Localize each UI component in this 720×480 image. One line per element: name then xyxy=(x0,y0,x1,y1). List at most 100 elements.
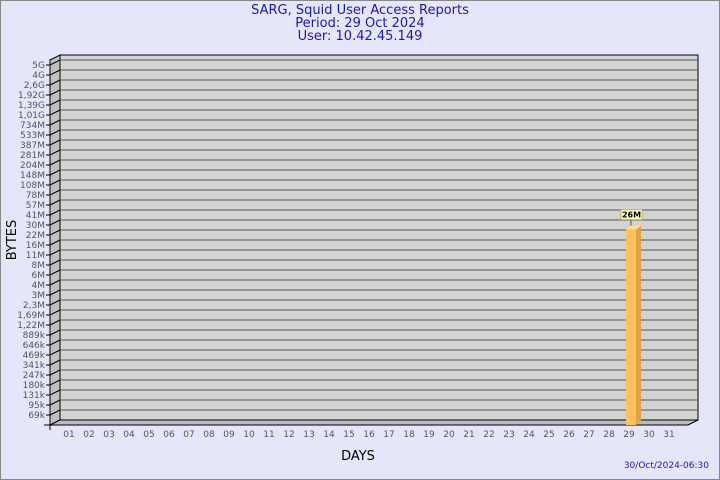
y-tick-label: 131k xyxy=(23,391,46,401)
y-tick-label: 11M xyxy=(26,251,45,261)
y-grid-connector xyxy=(49,399,61,406)
x-tick-label: 27 xyxy=(583,430,594,440)
y-tick-label: 8M xyxy=(32,261,46,271)
y-tick-label: 41M xyxy=(26,211,45,221)
y-grid-connector xyxy=(49,389,61,396)
y-tick-label: 3M xyxy=(32,291,46,301)
x-tick-label: 02 xyxy=(83,430,94,440)
y-grid-connector xyxy=(49,289,61,296)
y-grid-connector xyxy=(49,309,61,316)
y-tick-label: 4M xyxy=(32,281,46,291)
x-tick-label: 01 xyxy=(63,430,74,440)
bar xyxy=(626,229,636,425)
x-tick-label: 03 xyxy=(103,430,114,440)
y-grid-connector xyxy=(49,69,61,76)
y-tick-label: 1,69M xyxy=(17,311,45,321)
y-grid-connector xyxy=(49,219,61,226)
y-grid-connector xyxy=(49,179,61,186)
y-tick-label: 247k xyxy=(23,371,46,381)
y-grid-connector xyxy=(49,269,61,276)
y-grid-connector xyxy=(49,159,61,166)
y-grid-connector xyxy=(49,319,61,326)
x-tick-label: 20 xyxy=(443,430,455,440)
x-tick-label: 23 xyxy=(503,430,514,440)
y-tick-label: 16M xyxy=(26,241,45,251)
y-tick-label: 204M xyxy=(20,161,45,171)
y-grid-connector xyxy=(49,89,61,96)
x-tick-label: 14 xyxy=(323,430,335,440)
y-grid-connector xyxy=(49,249,61,256)
x-tick-label: 12 xyxy=(283,430,294,440)
y-tick-label: 734M xyxy=(20,121,45,131)
y-tick-label: 1,01G xyxy=(18,111,45,121)
y-tick-label: 4G xyxy=(32,71,45,81)
y-grid-connector xyxy=(49,339,61,346)
y-tick-label: 1,39G xyxy=(18,101,45,111)
x-tick-label: 11 xyxy=(263,430,274,440)
y-grid-connector xyxy=(49,349,61,356)
y-grid-connector xyxy=(49,279,61,286)
y-tick-label: 646k xyxy=(23,341,46,351)
x-tick-label: 24 xyxy=(523,430,535,440)
y-grid-connector xyxy=(49,139,61,146)
x-tick-label: 10 xyxy=(243,430,255,440)
y-tick-label: 5G xyxy=(32,61,45,71)
y-tick-label: 1,92G xyxy=(18,91,45,101)
floor xyxy=(49,419,699,426)
x-axis-label: DAYS xyxy=(341,449,375,464)
x-tick-label: 04 xyxy=(123,430,135,440)
back-wall xyxy=(59,54,699,421)
x-tick-label: 17 xyxy=(383,430,394,440)
y-tick-label: 57M xyxy=(26,201,45,211)
y-tick-label: 69k xyxy=(28,411,45,421)
y-grid-connector xyxy=(49,199,61,206)
y-tick-label: 281M xyxy=(20,151,45,161)
x-tick-label: 28 xyxy=(603,430,615,440)
bar-label-box xyxy=(620,209,643,221)
y-tick-label: 387M xyxy=(20,141,45,151)
x-tick-label: 18 xyxy=(403,430,415,440)
x-tick-label: 13 xyxy=(303,430,314,440)
x-tick-label: 08 xyxy=(203,430,215,440)
y-tick-label: 6M xyxy=(32,271,46,281)
bar-value-label: 26M xyxy=(622,211,641,220)
y-grid-connector xyxy=(49,409,61,416)
y-grid-connector xyxy=(49,299,61,306)
y-tick-label: 341k xyxy=(23,361,46,371)
x-tick-label: 25 xyxy=(543,430,554,440)
chart-user: User: 10.42.45.149 xyxy=(297,29,423,44)
x-tick-label: 21 xyxy=(463,430,474,440)
y-grid-connector xyxy=(49,99,61,106)
y-grid-connector xyxy=(49,59,61,66)
y-axis-label: BYTES xyxy=(5,220,20,261)
y-grid-connector xyxy=(49,209,61,216)
y-tick-label: 1,22M xyxy=(17,321,45,331)
x-tick-label: 29 xyxy=(623,430,635,440)
y-grid-connector xyxy=(49,329,61,336)
bar-top xyxy=(626,225,641,230)
x-tick-label: 06 xyxy=(163,430,175,440)
chart-period: Period: 29 Oct 2024 xyxy=(295,16,425,31)
y-tick-label: 78M xyxy=(26,191,45,201)
y-tick-label: 22M xyxy=(26,231,45,241)
x-tick-label: 31 xyxy=(663,430,674,440)
y-grid-connector xyxy=(49,189,61,196)
bar-side xyxy=(636,225,641,425)
y-grid-connector xyxy=(49,259,61,266)
y-tick-label: 95k xyxy=(28,401,45,411)
y-tick-label: 469k xyxy=(23,351,46,361)
chart-title: SARG, Squid User Access Reports xyxy=(251,3,469,18)
y-grid-connector xyxy=(49,149,61,156)
report-timestamp: 30/Oct/2024-06:30 xyxy=(623,461,709,471)
y-grid-connector xyxy=(49,229,61,236)
y-tick-label: 148M xyxy=(20,171,45,181)
x-tick-label: 05 xyxy=(143,430,154,440)
y-tick-label: 180k xyxy=(23,381,46,391)
y-tick-label: 889k xyxy=(23,331,46,341)
x-tick-label: 09 xyxy=(223,430,235,440)
y-grid-connector xyxy=(49,169,61,176)
y-tick-label: 108M xyxy=(20,181,45,191)
x-tick-label: 22 xyxy=(483,430,494,440)
x-tick-label: 19 xyxy=(423,430,435,440)
